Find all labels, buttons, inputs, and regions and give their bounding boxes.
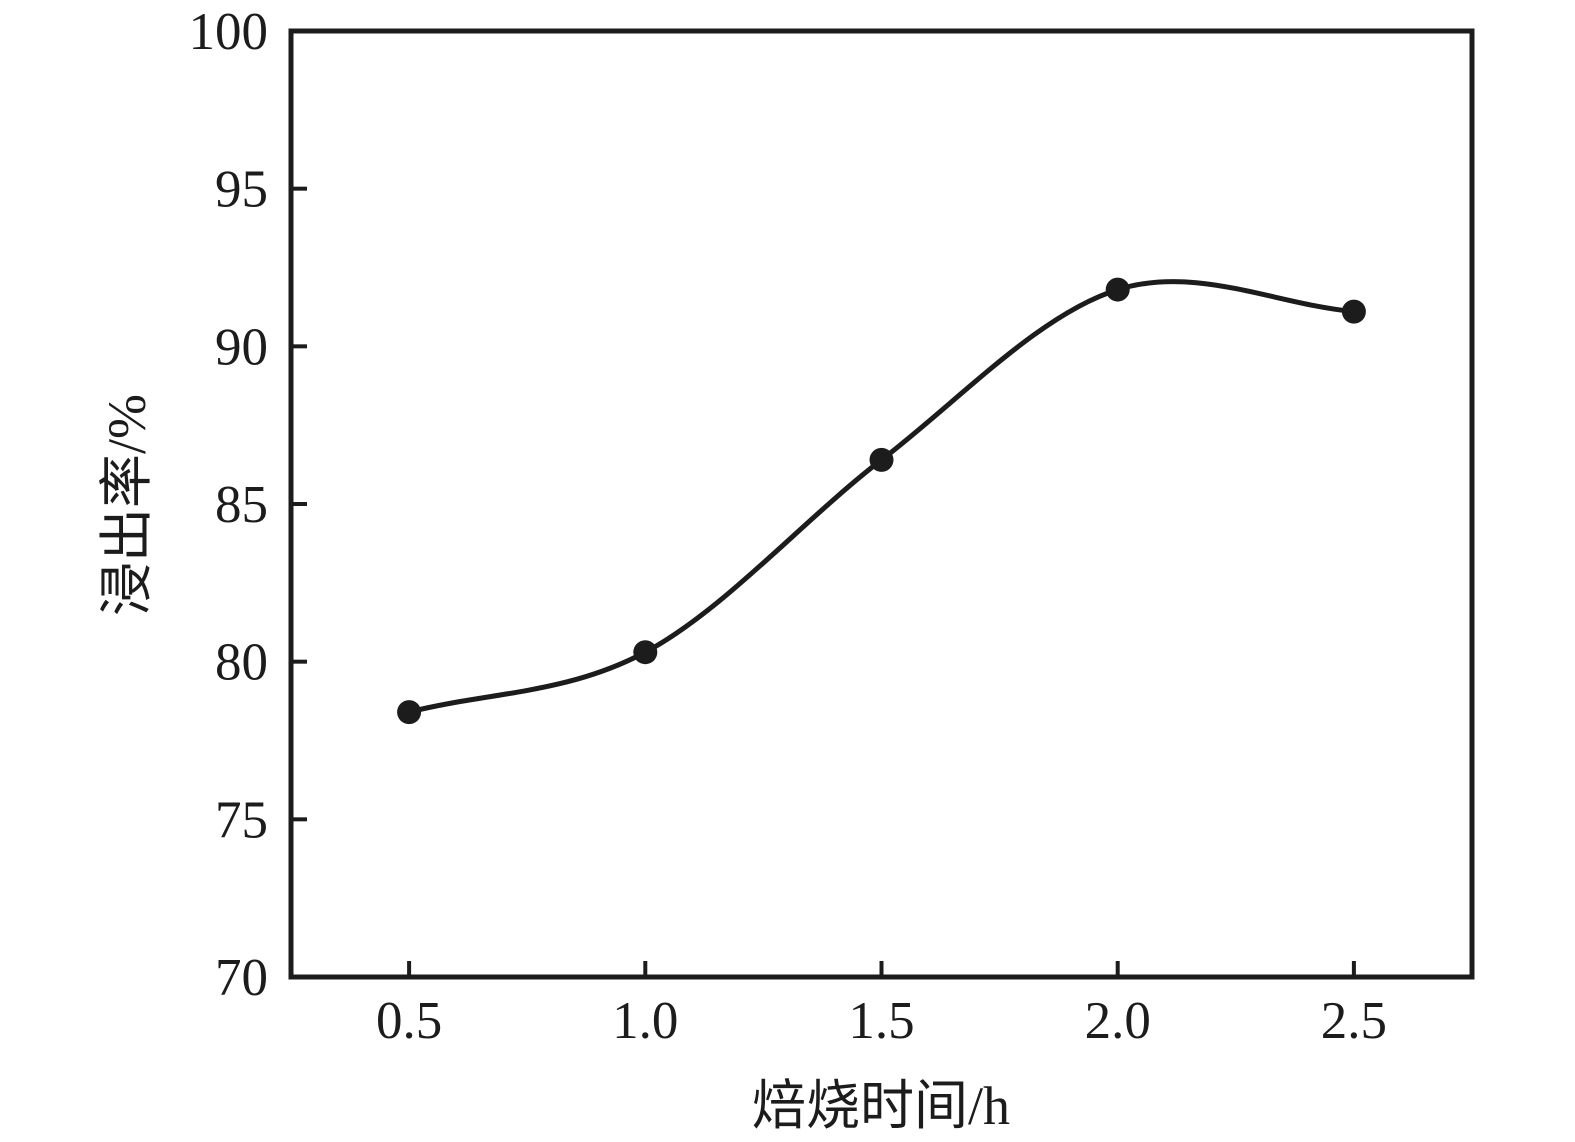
x-tick-label: 0.5 (376, 992, 442, 1050)
data-point-marker (397, 700, 422, 725)
x-tick-label: 1.0 (612, 992, 678, 1050)
y-tick-label: 75 (215, 791, 268, 849)
x-axis-tick-labels: 0.5 1.0 1.5 2.0 2.5 (376, 992, 1387, 1050)
data-series-line (408, 279, 1355, 715)
data-point-marker (1341, 299, 1366, 324)
x-tick-label: 2.0 (1085, 992, 1151, 1050)
y-axis-title: 浸出率/% (97, 394, 157, 616)
y-tick-label: 80 (215, 634, 268, 692)
data-point-markers (397, 277, 1366, 725)
data-point-marker (1105, 277, 1130, 302)
x-axis-title: 焙烧时间/h (752, 1076, 1010, 1136)
data-point-marker (633, 640, 658, 665)
x-axis-ticks (407, 961, 1356, 977)
x-tick-label: 1.5 (848, 992, 914, 1050)
y-tick-label: 85 (215, 476, 268, 534)
x-tick-label: 2.5 (1321, 992, 1387, 1050)
y-tick-label: 70 (215, 949, 268, 1007)
plot-area-border (288, 28, 1475, 980)
y-axis-tick-labels: 70 75 80 85 90 95 100 (189, 3, 269, 1007)
y-tick-label: 90 (215, 318, 268, 376)
data-point-marker (869, 447, 894, 472)
y-tick-label: 100 (189, 3, 269, 61)
y-tick-label: 95 (215, 161, 268, 219)
y-axis-ticks (291, 29, 307, 979)
